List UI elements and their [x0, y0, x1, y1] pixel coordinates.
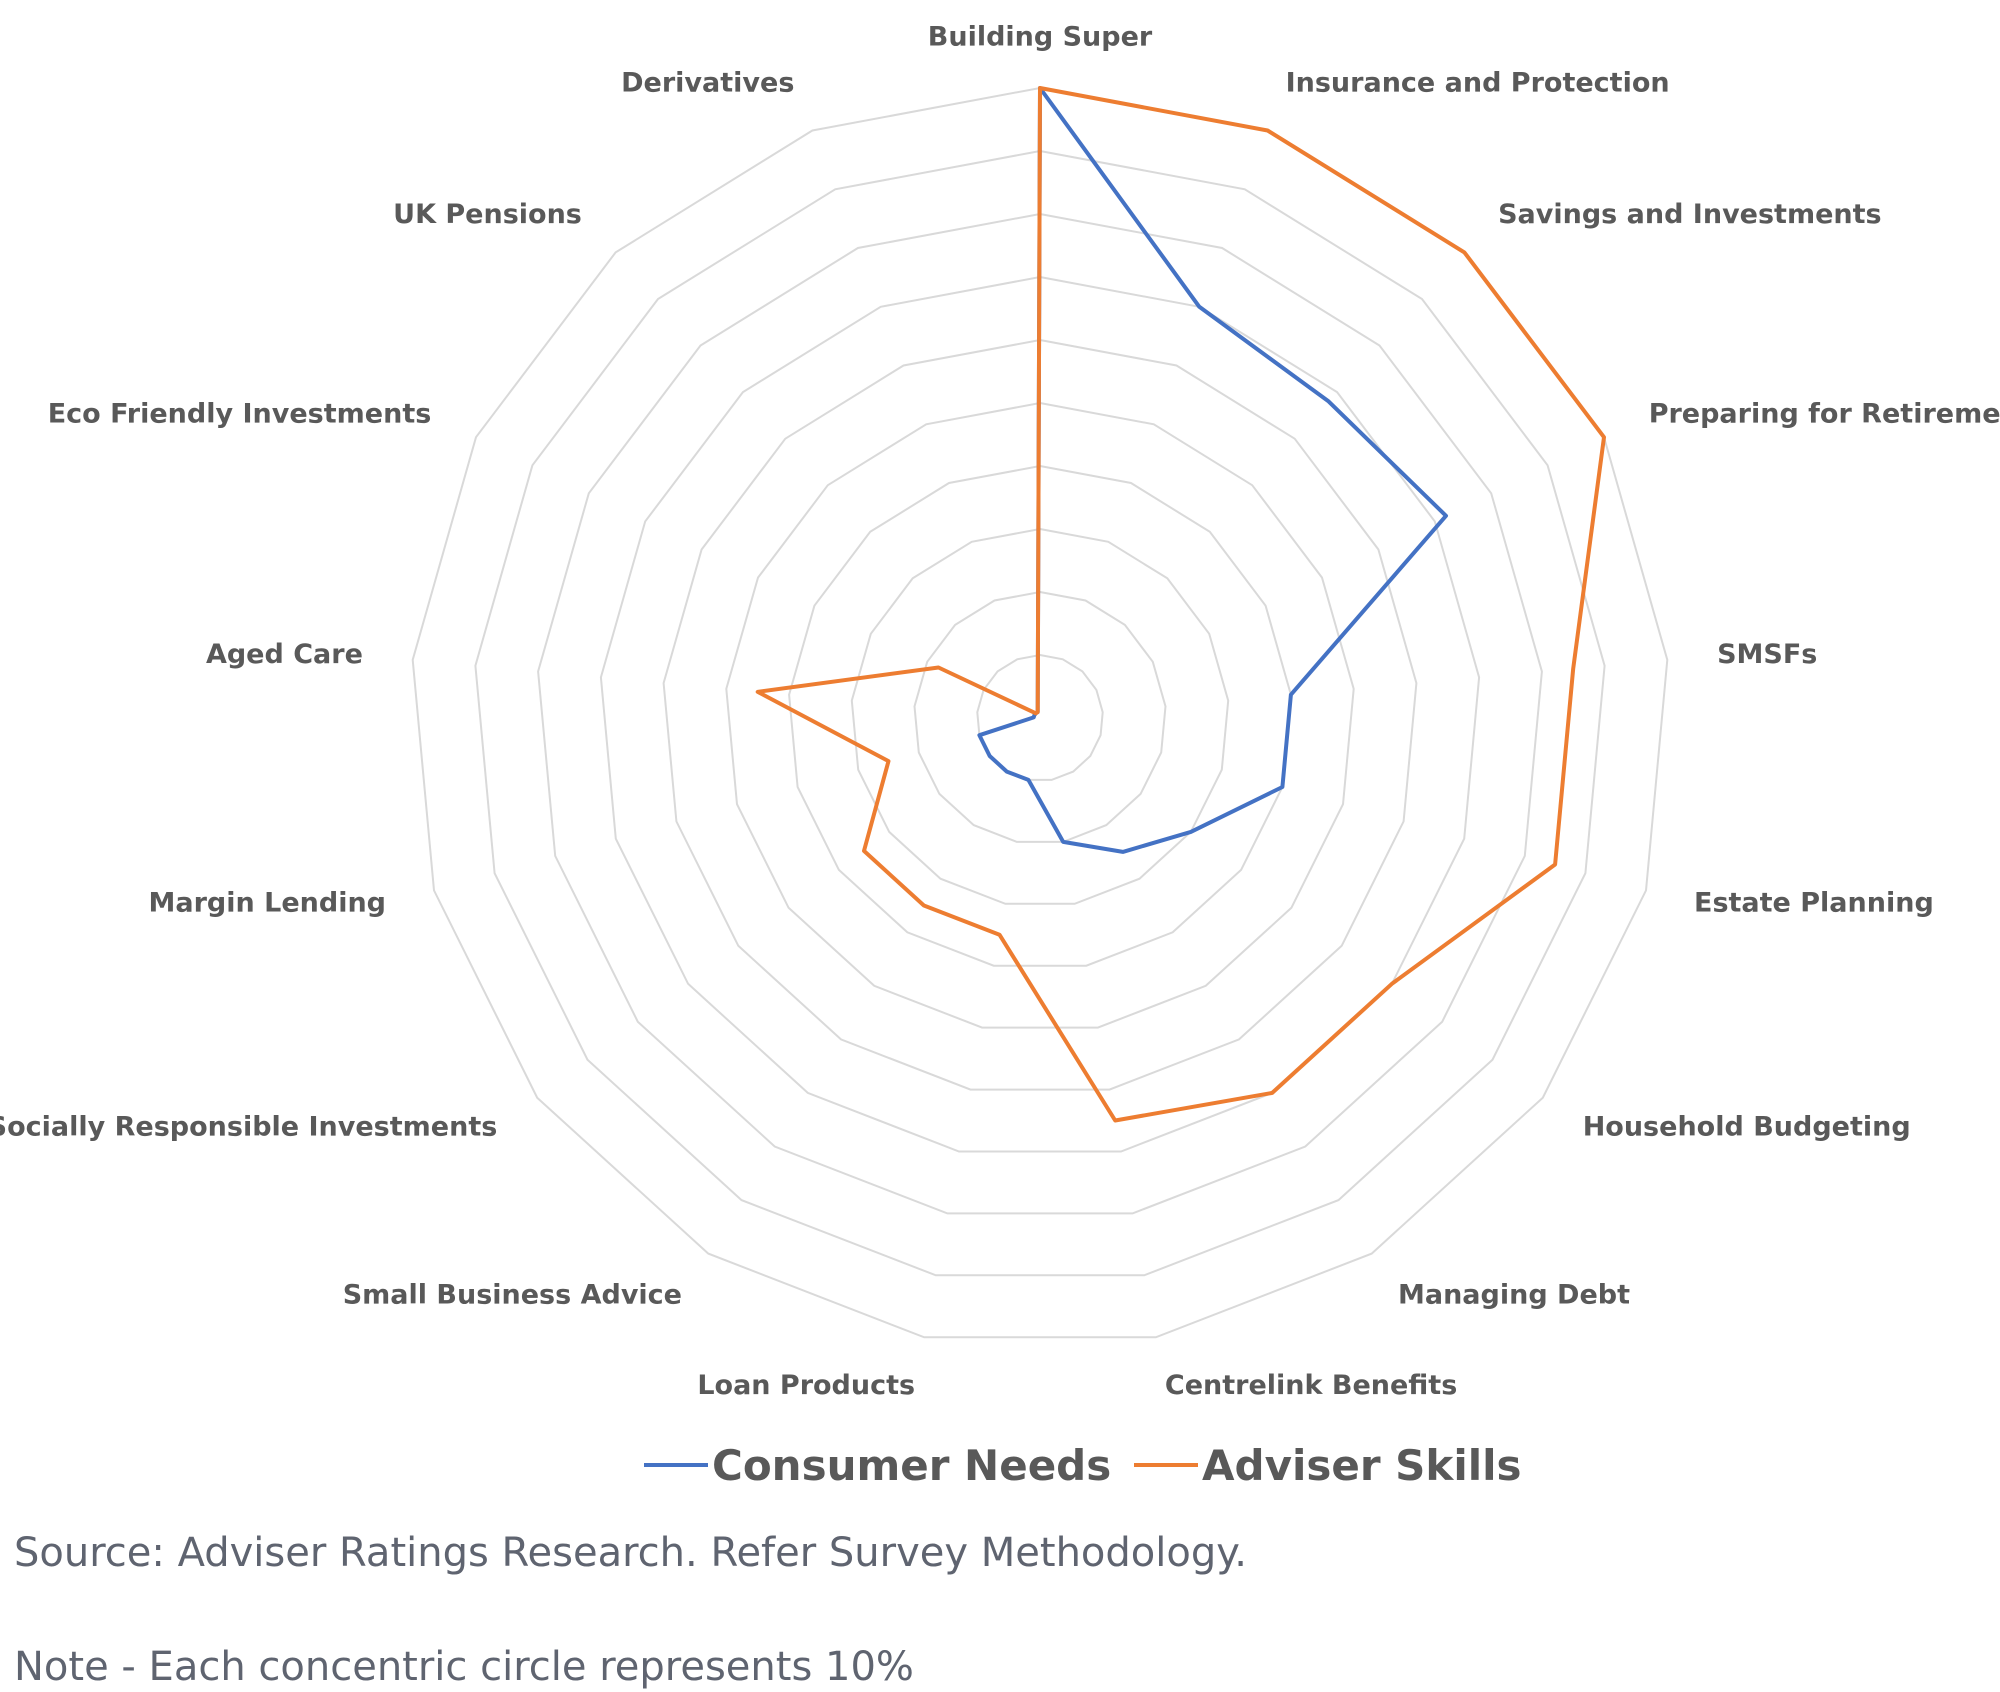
category-label-derivatives: Derivatives — [621, 67, 794, 98]
grid-ring-9 — [474, 149, 1606, 1277]
scale-note: Note - Each concentric circle represents… — [14, 1644, 914, 1690]
category-label-centrelink-benefits: Centrelink Benefits — [1165, 1370, 1457, 1401]
category-label-margin-lending: Margin Lending — [149, 888, 386, 919]
grid-ring-5 — [725, 401, 1355, 1029]
radar-chart: Building Super Insurance and Protection Sa… — [0, 22, 2000, 1491]
legend-label-adviser-skills: Adviser Skills — [1202, 1441, 1522, 1490]
grid-ring-6 — [662, 338, 1418, 1091]
category-label-aged-care: Aged Care — [206, 639, 363, 670]
category-label-household-budgeting: Household Budgeting — [1583, 1111, 1911, 1142]
legend-label-consumer-needs: Consumer Needs — [712, 1441, 1111, 1490]
legend-item-adviser-skills: Adviser Skills — [1134, 1441, 1522, 1490]
series-line-adviser-skills — [755, 86, 1606, 1123]
category-label-savings-and-investments: Savings and Investments — [1498, 199, 1882, 230]
category-label-socially-responsible-investments: Socially Responsible Investments — [0, 1111, 497, 1142]
category-label-smsfs: SMSFs — [1717, 639, 1817, 670]
category-label-managing-debt: Managing Debt — [1398, 1280, 1630, 1311]
category-label-estate-planning: Estate Planning — [1694, 888, 1934, 919]
category-label-loan-products: Loan Products — [697, 1370, 915, 1401]
series-lines — [755, 86, 1606, 1123]
category-label-preparing-for-retirement: Preparing for Retirement — [1649, 398, 2000, 429]
grid-ring-3 — [850, 527, 1230, 905]
grid-ring-1 — [976, 653, 1104, 781]
source-note: Source: Adviser Ratings Research. Refer … — [14, 1530, 1247, 1576]
legend: Consumer Needs Adviser Skills — [644, 1441, 1522, 1490]
category-label-eco-friendly-investments: Eco Friendly Investments — [48, 398, 432, 429]
category-label-insurance-and-protection: Insurance and Protection — [1286, 67, 1670, 98]
grid-ring-2 — [913, 590, 1167, 843]
grid-ring-7 — [599, 275, 1481, 1153]
category-label-small-business-advice: Small Business Advice — [343, 1280, 682, 1311]
grid-ring-4 — [788, 464, 1292, 967]
radar-grid — [411, 86, 1669, 1339]
category-labels: Building Super Insurance and Protection Sa… — [0, 22, 2000, 1401]
grid-ring-8 — [537, 212, 1543, 1215]
legend-item-consumer-needs: Consumer Needs — [644, 1441, 1111, 1490]
category-label-building-super: Building Super — [928, 22, 1153, 53]
category-label-uk-pensions: UK Pensions — [393, 199, 582, 230]
series-line-consumer-needs — [977, 86, 1448, 854]
